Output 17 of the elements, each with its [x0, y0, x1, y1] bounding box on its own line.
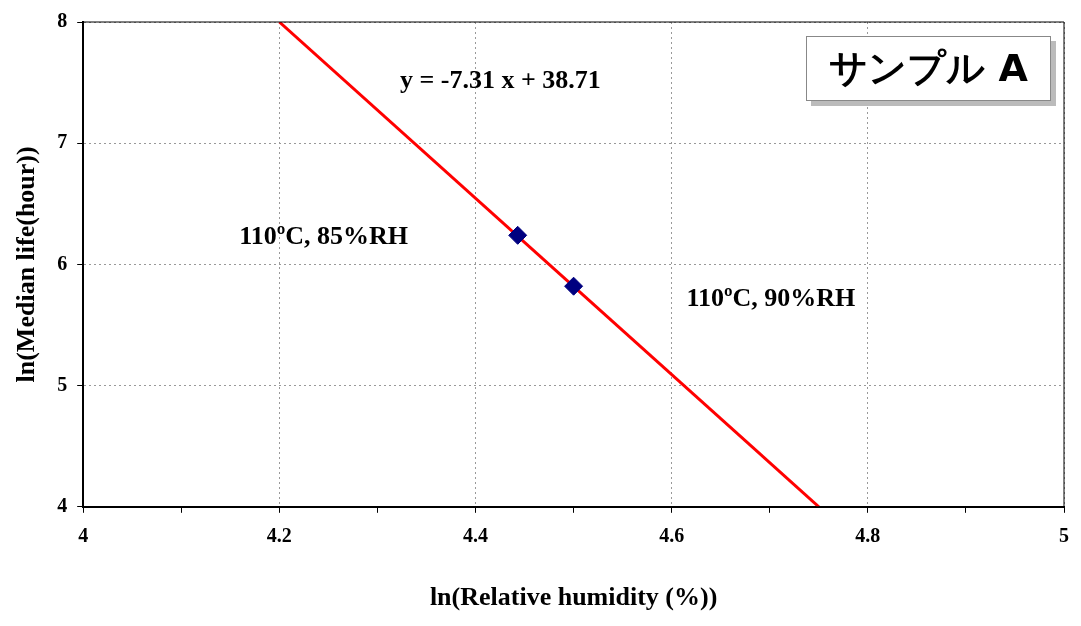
- x-tick-label: 4.2: [266, 523, 292, 546]
- annotation: 110ºC, 90%RH: [686, 282, 856, 312]
- x-tick-label: 4.8: [855, 523, 881, 546]
- x-tick-label: 5: [1059, 523, 1069, 546]
- text: サンプル A: [806, 36, 1051, 101]
- y-tick-label: 7: [57, 130, 68, 153]
- y-tick-label: 8: [57, 9, 68, 32]
- annotation: y = -7.31 x + 38.71: [400, 65, 601, 95]
- annotation: 110ºC, 85%RH: [239, 221, 409, 251]
- y-axis-title: ln(Median life(hour)): [11, 146, 41, 383]
- x-axis-title: ln(Relative humidity (%)): [429, 582, 718, 612]
- y-tick-label: 4: [57, 493, 68, 516]
- x-tick-label: 4: [78, 523, 89, 546]
- x-tick-label: 4.4: [463, 523, 489, 546]
- y-tick-label: 5: [57, 372, 68, 395]
- x-tick-label: 4.6: [659, 523, 685, 546]
- y-tick-label: 6: [57, 251, 68, 274]
